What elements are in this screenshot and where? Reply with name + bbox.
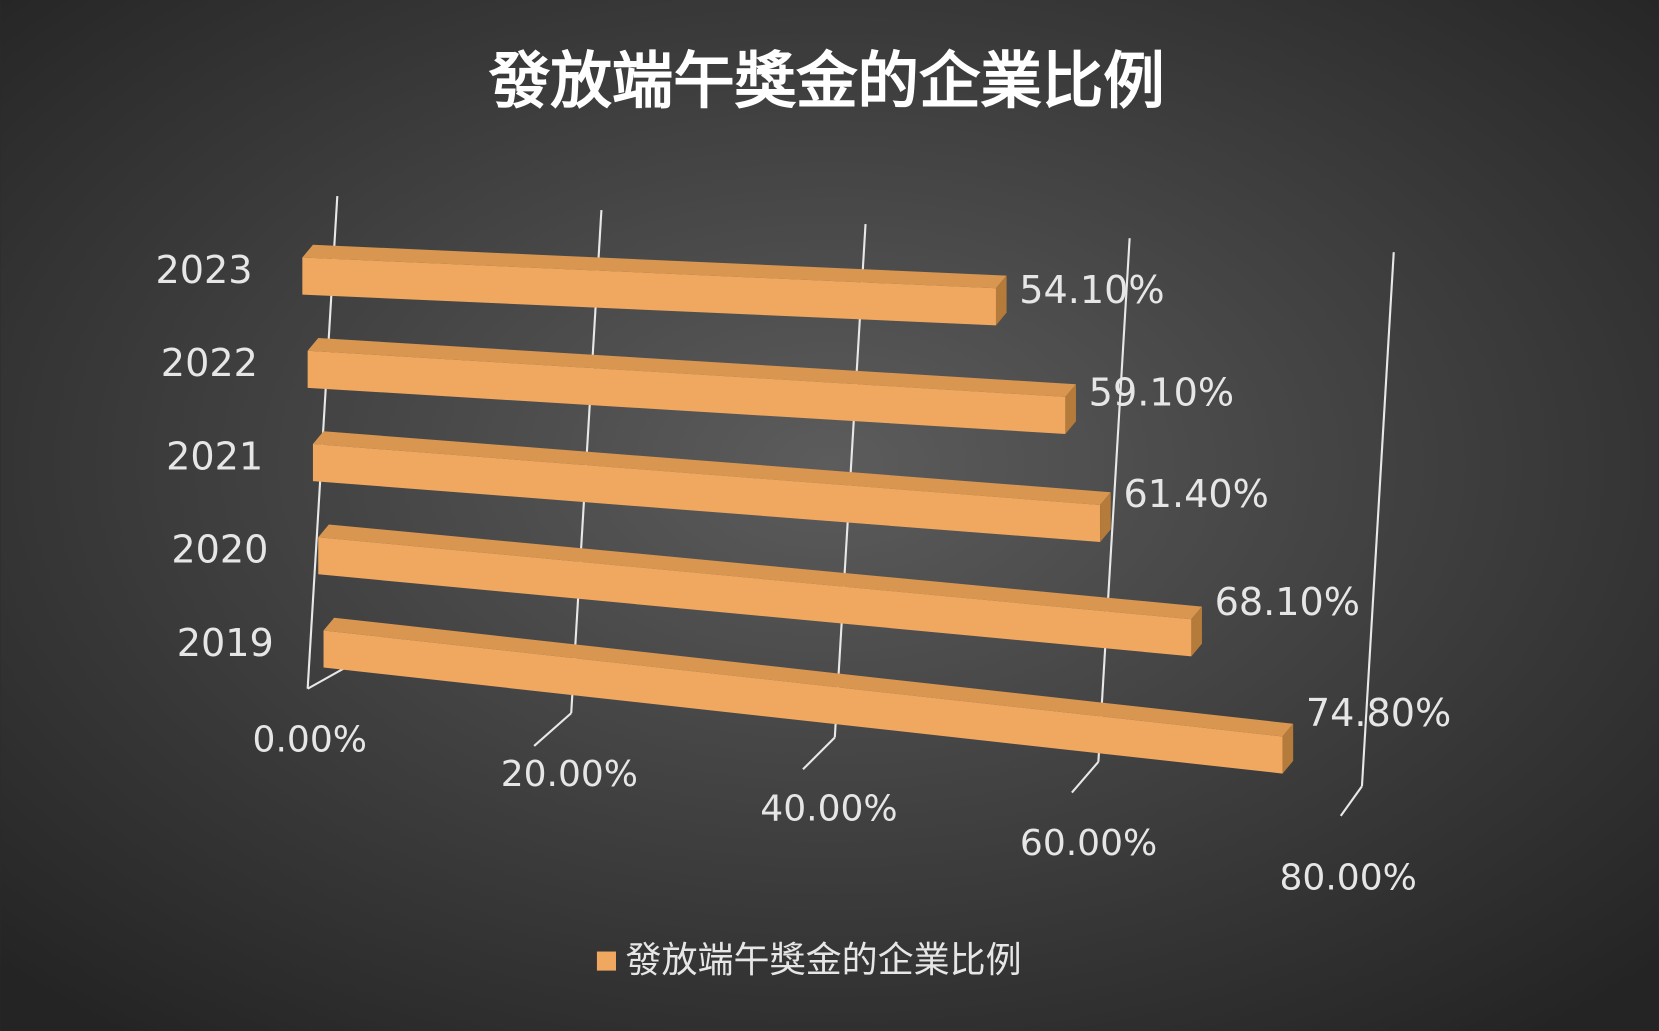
x-tick-label: 80.00% bbox=[1280, 857, 1417, 898]
grid-line bbox=[1097, 238, 1131, 762]
bar-top bbox=[302, 244, 1007, 289]
tick-mark bbox=[802, 736, 836, 771]
value-label: 54.10% bbox=[1019, 268, 1164, 312]
tick-mark bbox=[533, 712, 572, 747]
bar bbox=[302, 257, 996, 326]
bar bbox=[307, 350, 1066, 435]
category-label: 2019 bbox=[177, 621, 274, 665]
bar-top bbox=[323, 617, 1294, 737]
plot-area: 0.00% 20.00% 40.00% 60.00% 80.00% 2023 54.10% 2… bbox=[156, 195, 1451, 898]
bar-end bbox=[1100, 492, 1111, 543]
legend-label: 發放端午獎金的企業比例 bbox=[626, 940, 1022, 981]
value-label: 74.80% bbox=[1306, 691, 1451, 735]
value-label: 61.40% bbox=[1123, 472, 1268, 516]
chart-title: 發放端午獎金的企業比例 bbox=[488, 46, 1165, 117]
bar-top bbox=[318, 524, 1202, 620]
value-label: 68.10% bbox=[1215, 580, 1360, 624]
bar bbox=[318, 537, 1192, 657]
category-label: 2022 bbox=[161, 341, 258, 385]
bar-top bbox=[312, 431, 1111, 505]
bar-end bbox=[1282, 723, 1294, 774]
bar-end bbox=[995, 275, 1007, 326]
x-tick-label: 60.00% bbox=[1020, 823, 1157, 864]
bar-top bbox=[307, 338, 1076, 397]
category-label: 2023 bbox=[156, 248, 253, 292]
bar bbox=[323, 630, 1283, 774]
legend-swatch bbox=[596, 951, 616, 971]
bar-end bbox=[1065, 384, 1076, 435]
tick-mark bbox=[1071, 761, 1100, 794]
category-label: 2021 bbox=[166, 434, 263, 478]
value-label: 59.10% bbox=[1089, 370, 1234, 414]
x-tick-label: 20.00% bbox=[501, 754, 638, 795]
x-tick-label: 40.00% bbox=[760, 789, 897, 830]
grid-line bbox=[1360, 252, 1395, 787]
category-label: 2020 bbox=[171, 528, 268, 572]
tick-mark bbox=[1339, 785, 1363, 817]
x-tick-label: 0.00% bbox=[253, 720, 367, 761]
bar bbox=[312, 443, 1101, 543]
bar-end bbox=[1191, 606, 1202, 657]
